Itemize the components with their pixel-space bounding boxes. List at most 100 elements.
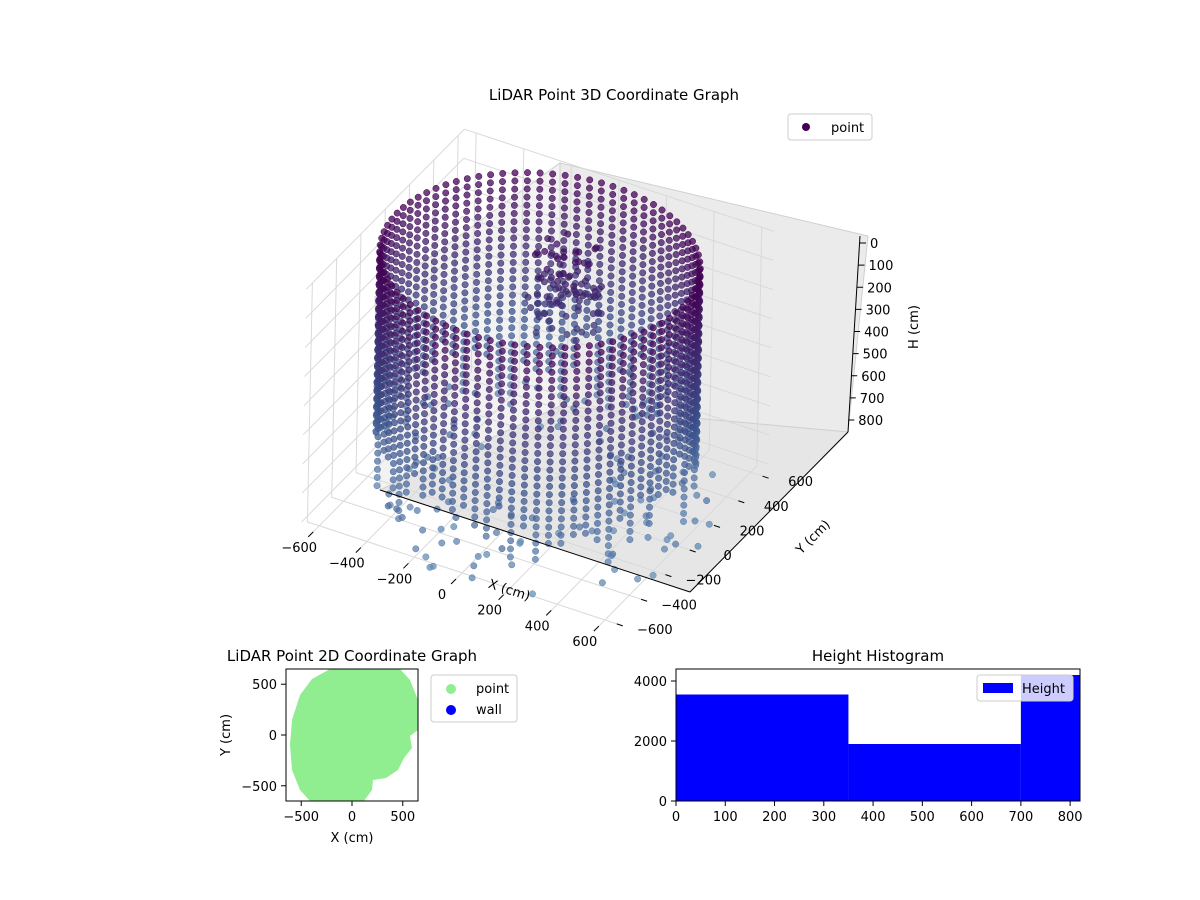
lidar-point — [431, 333, 439, 341]
lidar-point — [484, 293, 492, 301]
lidar-point — [497, 388, 505, 396]
lidar-point — [485, 402, 493, 410]
lidar-point — [626, 519, 634, 527]
lidar-point — [498, 347, 506, 355]
lidar-point — [606, 460, 614, 468]
z-tick-label-3d: 0 — [870, 237, 878, 252]
lidar-point — [496, 470, 504, 477]
lidar-point — [450, 424, 458, 432]
lidar-point — [596, 228, 604, 236]
lidar-point — [597, 365, 605, 372]
lidar-point — [628, 305, 636, 313]
lidar-point — [534, 441, 542, 449]
lidar-point — [570, 498, 578, 506]
lidar-point — [441, 338, 449, 346]
lidar-point — [637, 483, 645, 491]
lidar-point — [618, 417, 626, 424]
lidar-point — [639, 277, 646, 285]
lidar-point — [560, 220, 568, 228]
lidar-point — [628, 454, 636, 462]
lidar-point — [376, 255, 384, 263]
lidar-point — [561, 281, 569, 288]
lidar-point — [573, 343, 581, 351]
lidar-point — [524, 169, 531, 177]
lidar-point — [440, 420, 448, 428]
lidar-point — [620, 186, 628, 194]
lidar-point — [510, 366, 518, 373]
lidar-point — [663, 445, 671, 453]
lidar-point — [468, 574, 476, 582]
lidar-point — [508, 480, 516, 488]
lidar-point — [499, 339, 506, 347]
lidar-point — [620, 194, 628, 202]
plot-3d-title: LiDAR Point 3D Coordinate Graph — [489, 86, 739, 104]
lidar-point — [561, 352, 569, 360]
lidar-point — [657, 385, 664, 392]
lidar-point — [439, 460, 447, 468]
lidar-point — [607, 288, 615, 296]
lidar-point — [688, 291, 696, 299]
lidar-point — [672, 275, 680, 283]
plot-histogram: Height Histogram 0 100 200 300 400 500 600 700 8… — [634, 647, 1083, 825]
lidar-point — [460, 461, 468, 468]
lidar-point — [609, 199, 617, 207]
lidar-point — [533, 474, 541, 482]
lidar-point — [573, 222, 580, 230]
lidar-point — [662, 486, 670, 493]
lidar-point — [639, 369, 647, 377]
lidar-point — [507, 545, 514, 553]
lidar-point — [604, 542, 612, 550]
histogram-bar — [848, 744, 1021, 801]
lidar-point — [496, 478, 503, 486]
lidar-point — [414, 323, 422, 331]
grid-line-x — [550, 211, 715, 611]
lidar-point — [680, 501, 688, 509]
lidar-point — [421, 369, 429, 377]
lidar-point — [648, 274, 656, 282]
lidar-point — [547, 393, 555, 401]
lidar-point — [404, 390, 412, 398]
lidar-point — [484, 285, 492, 293]
lidar-point — [584, 241, 592, 249]
lidar-point — [639, 393, 647, 401]
lidar-point — [669, 488, 677, 496]
lidar-point — [422, 328, 430, 336]
lidar-point — [399, 319, 407, 327]
lidar-point — [422, 345, 430, 352]
lidar-point — [630, 215, 638, 223]
lidar-point — [561, 171, 569, 179]
lidar-point — [597, 356, 605, 364]
lidar-point — [583, 464, 591, 472]
lidar-point — [463, 216, 470, 223]
lidar-point — [509, 439, 517, 447]
lidar-point — [461, 297, 469, 305]
lidar-point — [639, 253, 647, 260]
lidar-point — [474, 358, 482, 366]
lidar-point — [484, 317, 491, 325]
lidar-point — [392, 362, 400, 370]
x-tick-mark-3d — [307, 531, 314, 538]
lidar-point — [670, 456, 678, 464]
lidar-point — [472, 464, 480, 472]
lidar-point — [452, 210, 460, 218]
lidar-point — [397, 425, 404, 433]
lidar-point — [557, 531, 565, 539]
lidar-point — [663, 420, 671, 428]
hist-x-tick-label: 700 — [1008, 810, 1033, 825]
lidar-point — [496, 461, 504, 469]
lidar-point — [560, 254, 568, 261]
lidar-point — [606, 313, 614, 321]
lidar-point — [413, 339, 421, 347]
lidar-point — [608, 239, 616, 247]
z-ticks-3d: 0 100 200 300 400 500 600 700 800 — [848, 237, 893, 429]
lidar-point — [396, 433, 404, 441]
lidar-point — [648, 266, 656, 274]
lidar-point — [630, 364, 637, 372]
lidar-point — [647, 430, 655, 438]
lidar-point — [570, 490, 578, 498]
lidar-point — [487, 171, 495, 179]
lidar-point — [461, 444, 469, 452]
lidar-point — [473, 431, 480, 439]
lidar-point — [649, 332, 657, 340]
lidar-point — [451, 359, 459, 367]
